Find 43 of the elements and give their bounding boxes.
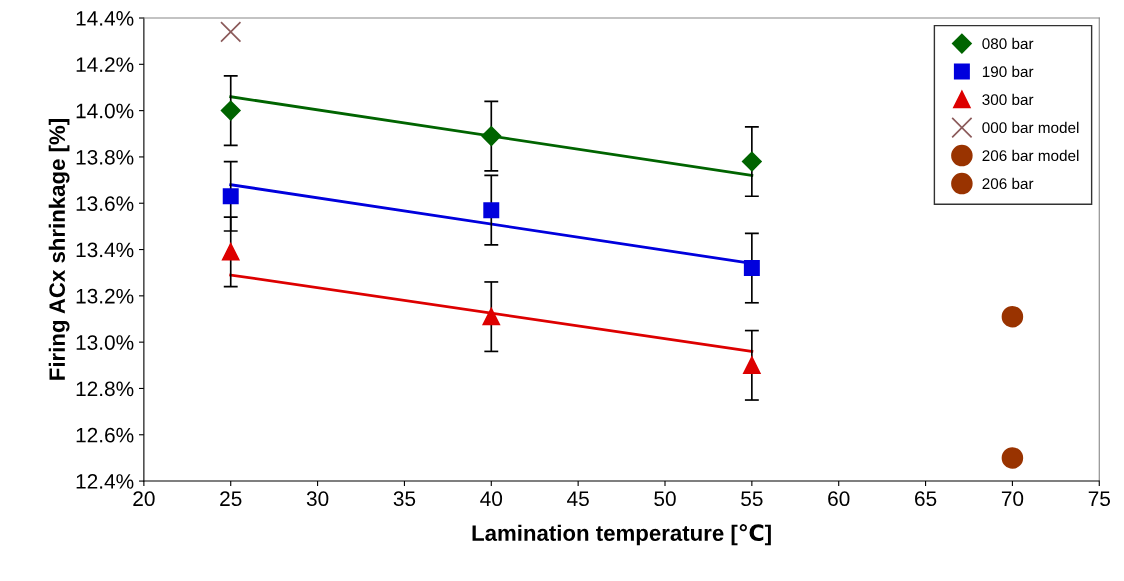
x-tick-label: 30: [306, 491, 329, 507]
point: [220, 21, 242, 43]
legend-label: 080 bar: [982, 37, 1034, 50]
point: [1001, 305, 1024, 328]
legend-label: 206 bar: [982, 177, 1034, 190]
point: [743, 356, 761, 374]
point: [1001, 447, 1024, 469]
x-tick-label: 65: [915, 491, 937, 507]
y-tick-label: 13.4%: [76, 242, 134, 258]
legend-label: 000 bar model: [982, 121, 1079, 134]
x-tick-label: 40: [480, 491, 503, 507]
point: [220, 100, 241, 121]
point: [481, 126, 502, 146]
y-tick-label: 14.0%: [76, 103, 134, 119]
x-tick-label: 20: [133, 491, 155, 507]
x-tick-label: 50: [654, 491, 676, 507]
y-tick-label: 13.8%: [76, 149, 134, 165]
y-tick-label: 14.2%: [76, 57, 134, 72]
x-tick-label: 35: [393, 491, 416, 507]
legend-label: 190 bar: [982, 65, 1034, 78]
y-tick-label: 12.4%: [76, 474, 134, 489]
x-tick-label: 55: [741, 491, 763, 507]
point: [482, 308, 500, 326]
x-tick-label: 75: [1088, 491, 1110, 507]
y-axis-title: Firing ACx shrinkage [%]: [48, 119, 70, 380]
legend-label: 300 bar: [982, 93, 1034, 106]
y-tick-label: 12.8%: [76, 381, 134, 397]
point: [741, 151, 762, 172]
x-axis-title: Lamination temperature [℃]: [472, 524, 771, 546]
y-tick-label: 13.0%: [76, 335, 134, 350]
x-tick-label: 60: [828, 491, 850, 507]
y-tick-label: 13.2%: [76, 288, 134, 304]
y-tick-label: 12.6%: [76, 427, 134, 443]
point: [483, 202, 500, 219]
point: [743, 260, 760, 277]
x-tick-label: 70: [1001, 491, 1024, 507]
y-tick-label: 14.4%: [76, 11, 134, 26]
point: [222, 243, 240, 261]
legend-label: 206 bar model: [982, 149, 1079, 162]
x-tick-label: 45: [567, 491, 589, 507]
x-tick-label: 25: [220, 491, 242, 507]
y-tick-label: 13.6%: [76, 196, 134, 211]
point: [222, 188, 239, 205]
